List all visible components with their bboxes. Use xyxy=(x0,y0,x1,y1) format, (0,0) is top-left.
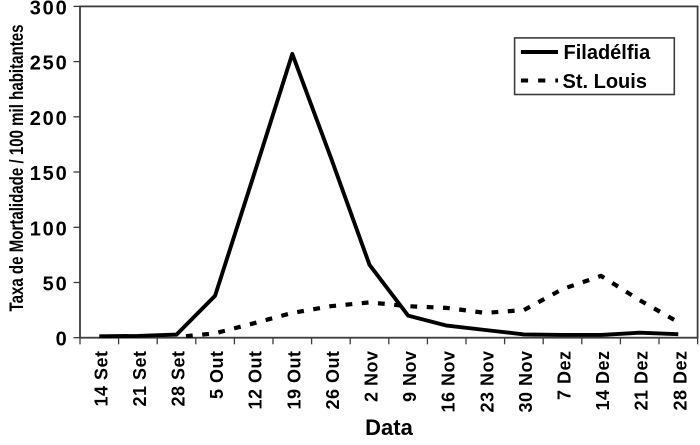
svg-text:23 Nov: 23 Nov xyxy=(477,351,497,413)
svg-text:19 Out: 19 Out xyxy=(284,351,304,410)
svg-text:St. Louis: St. Louis xyxy=(563,71,647,93)
svg-text:100: 100 xyxy=(30,218,69,240)
svg-text:21 Dez: 21 Dez xyxy=(632,351,652,411)
svg-text:Data: Data xyxy=(365,415,413,440)
svg-text:12 Out: 12 Out xyxy=(246,351,266,410)
svg-text:Filadélfia: Filadélfia xyxy=(564,42,652,64)
svg-text:9 Nov: 9 Nov xyxy=(400,351,420,403)
svg-text:14 Set: 14 Set xyxy=(91,351,111,407)
svg-text:28 Dez: 28 Dez xyxy=(670,351,690,411)
svg-text:21 Set: 21 Set xyxy=(130,351,150,407)
svg-text:14 Dez: 14 Dez xyxy=(593,351,613,411)
svg-text:150: 150 xyxy=(30,163,69,185)
svg-text:30 Nov: 30 Nov xyxy=(516,351,536,413)
svg-text:7 Dez: 7 Dez xyxy=(555,351,575,401)
svg-text:200: 200 xyxy=(30,108,69,130)
svg-text:2 Nov: 2 Nov xyxy=(362,351,382,403)
svg-text:28 Set: 28 Set xyxy=(169,351,189,407)
svg-text:5 Out: 5 Out xyxy=(207,351,227,400)
svg-text:250: 250 xyxy=(30,53,69,75)
svg-text:Taxa de Mortalidade / 100 mil: Taxa de Mortalidade / 100 mil habitantes xyxy=(7,25,28,312)
svg-text:26 Out: 26 Out xyxy=(323,351,343,410)
svg-text:300: 300 xyxy=(30,0,69,19)
svg-text:16 Nov: 16 Nov xyxy=(439,351,459,413)
svg-text:0: 0 xyxy=(56,329,69,351)
svg-text:50: 50 xyxy=(43,274,69,296)
